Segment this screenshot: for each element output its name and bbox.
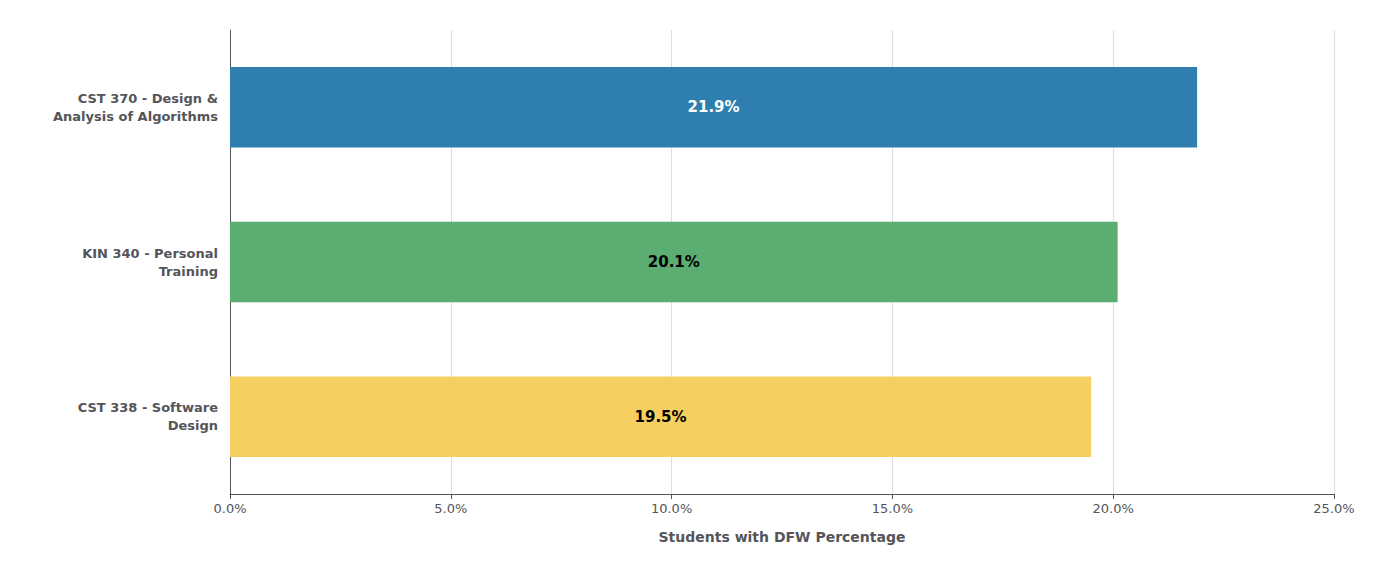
svg-text:25.0%: 25.0% (1313, 501, 1354, 516)
svg-text:15.0%: 15.0% (872, 501, 913, 516)
svg-text:CST 370 - Design &: CST 370 - Design & (78, 91, 218, 106)
svg-text:0.0%: 0.0% (213, 501, 246, 516)
svg-text:KIN 340 - Personal: KIN 340 - Personal (82, 246, 218, 261)
svg-text:10.0%: 10.0% (651, 501, 692, 516)
svg-text:5.0%: 5.0% (434, 501, 467, 516)
svg-text:Training: Training (159, 264, 218, 279)
svg-text:Analysis of Algorithms: Analysis of Algorithms (53, 109, 218, 124)
svg-text:20.1%: 20.1% (648, 253, 700, 271)
svg-text:Design: Design (168, 418, 218, 433)
svg-text:19.5%: 19.5% (635, 408, 687, 426)
svg-text:Students with DFW Percentage: Students with DFW Percentage (659, 529, 906, 545)
svg-text:CST 338 - Software: CST 338 - Software (78, 400, 218, 415)
svg-text:20.0%: 20.0% (1093, 501, 1134, 516)
svg-text:21.9%: 21.9% (688, 98, 740, 116)
